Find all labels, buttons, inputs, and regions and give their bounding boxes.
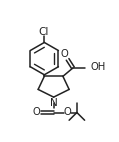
Text: O: O [64, 107, 71, 117]
Text: O: O [33, 107, 40, 117]
Text: OH: OH [90, 62, 105, 72]
Text: N: N [50, 98, 57, 108]
Text: Cl: Cl [38, 27, 49, 37]
Text: O: O [61, 49, 68, 59]
